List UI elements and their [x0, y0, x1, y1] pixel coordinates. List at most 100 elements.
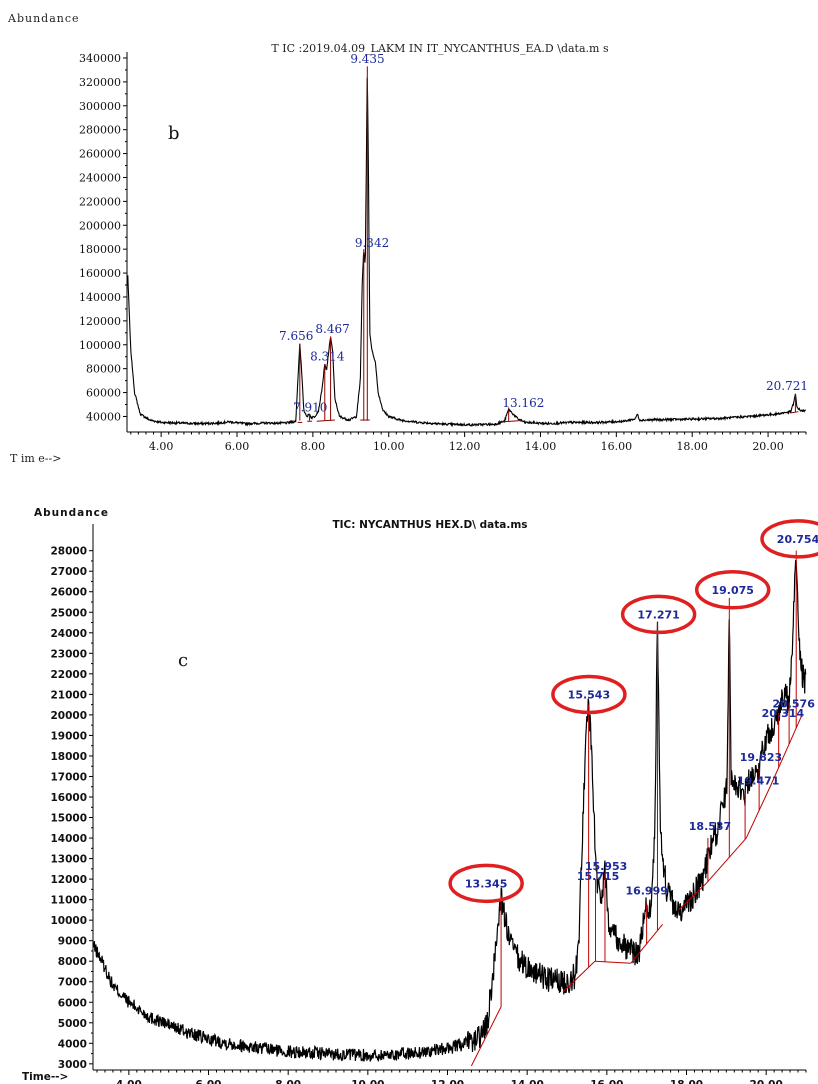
- chart-panel-b: 40000 60000 80000 100000 120000 140000 160000 1…: [0, 0, 818, 472]
- integration-baseline: [745, 786, 771, 839]
- y-tick-label: 100000: [79, 339, 121, 352]
- y-axis-label: Abundance: [7, 12, 80, 25]
- y-tick-label: 18000: [50, 751, 87, 763]
- x-tick-label: 4.00: [116, 1079, 142, 1084]
- peak-label: 8.314: [310, 349, 345, 363]
- x-tick-label: 4.00: [149, 440, 174, 453]
- integration-baseline: [706, 837, 747, 884]
- chromatogram-b-svg: 40000 60000 80000 100000 120000 140000 160000 1…: [7, 12, 808, 465]
- y-tick-label: 40000: [86, 410, 121, 423]
- y-tick-label: 300000: [79, 100, 121, 113]
- integration-baseline: [470, 1006, 502, 1067]
- y-tick-label: 9000: [58, 936, 87, 948]
- peak-label: 20.314: [762, 707, 805, 720]
- peak-label: 18.537: [689, 820, 731, 833]
- chart-title: TIC: NYCANTHUS HEX.D\ data.ms: [332, 519, 527, 531]
- y-tick-label: 23000: [50, 648, 87, 660]
- x-tick-label: 20.00: [752, 440, 784, 453]
- chromatogram-c-svg: 3000 4000 5000 6000 7000 8000 9000 10000 11000 12…: [22, 507, 818, 1084]
- integration-baseline: [594, 960, 631, 964]
- y-tick-label: 21000: [50, 689, 87, 701]
- x-tick-label: 12.00: [449, 440, 481, 453]
- x-tick-label: 20.00: [750, 1079, 783, 1084]
- integration-baseline: [562, 960, 596, 993]
- x-tick-label: 12.00: [431, 1079, 464, 1084]
- peak-label: 7.910: [293, 401, 327, 415]
- y-tick-label: 8000: [58, 956, 87, 968]
- x-axis-label: T im e-->: [10, 452, 61, 465]
- y-tick-label: 320000: [79, 76, 121, 89]
- integration-baseline: [769, 714, 803, 787]
- y-tick-label: 120000: [79, 315, 121, 328]
- peak-label: 19.471: [737, 775, 779, 788]
- x-tick-label: 6.00: [225, 440, 250, 453]
- y-tick-label: 12000: [50, 874, 87, 886]
- peak-highlight-ellipse: [760, 519, 818, 559]
- chart-title: T IC :2019.04.09_LAKM IN IT_NYCANTHUS_EA…: [271, 42, 609, 55]
- y-tick-label: 16000: [50, 792, 87, 804]
- y-tick-label: 340000: [79, 52, 121, 65]
- peak-label: 15.953: [585, 860, 627, 873]
- y-tick-label: 6000: [58, 997, 87, 1009]
- integration-baseline: [790, 411, 799, 414]
- x-axis-label: Time-->: [22, 1071, 68, 1083]
- y-tick-label: 260000: [79, 148, 121, 161]
- x-tick-label: 10.00: [351, 1079, 384, 1084]
- peak-label: 20.721: [766, 379, 808, 393]
- y-tick-label: 20000: [50, 710, 87, 722]
- y-tick-label: 240000: [79, 171, 121, 184]
- y-tick-label: 5000: [58, 1018, 87, 1030]
- y-tick-label: 220000: [79, 195, 121, 208]
- x-tick-label: 18.00: [676, 440, 708, 453]
- peak-label: 7.656: [279, 329, 313, 343]
- y-tick-label: 80000: [86, 363, 121, 376]
- peak-label: 17.271: [637, 608, 679, 621]
- y-tick-label: 22000: [50, 669, 87, 681]
- x-tick-label: 6.00: [196, 1079, 222, 1084]
- y-tick-label: 14000: [50, 833, 87, 845]
- y-tick-label: 15000: [50, 813, 87, 825]
- peak-highlight-ellipse: [620, 594, 697, 635]
- y-tick-label: 10000: [50, 915, 87, 927]
- y-tick-label: 11000: [50, 895, 87, 907]
- y-tick-label: 13000: [50, 854, 87, 866]
- x-tick-label: 16.00: [590, 1079, 623, 1084]
- peak-highlight-ellipse: [551, 674, 627, 715]
- y-tick-label: 24000: [50, 628, 87, 640]
- peak-highlight-ellipse: [694, 570, 771, 610]
- panel-letter: b: [168, 123, 180, 144]
- chart-panel-c: 3000 4000 5000 6000 7000 8000 9000 10000 11000 12…: [0, 496, 818, 1084]
- y-tick-label: 140000: [79, 291, 121, 304]
- y-tick-label: 160000: [79, 267, 121, 280]
- peak-label: 9.435: [350, 52, 384, 66]
- y-tick-label: 7000: [58, 977, 87, 989]
- y-axis-label: Abundance: [34, 507, 109, 519]
- y-tick-label: 180000: [79, 243, 121, 256]
- y-tick-label: 19000: [50, 730, 87, 742]
- integration-baseline: [678, 882, 707, 911]
- peak-highlight-ellipse: [448, 863, 524, 904]
- peak-label: 20.576: [772, 698, 815, 711]
- peak-label: 19.075: [711, 584, 753, 597]
- peak-label: 20.754: [777, 533, 818, 546]
- x-tick-label: 10.00: [373, 440, 405, 453]
- y-tick-label: 26000: [50, 587, 87, 599]
- y-tick-label: 200000: [79, 219, 121, 232]
- peak-label: 19.823: [740, 751, 782, 764]
- x-tick-label: 8.00: [301, 440, 326, 453]
- integration-baseline: [316, 419, 335, 422]
- y-tick-label: 25000: [50, 607, 87, 619]
- peak-label: 15.715: [577, 870, 619, 883]
- x-tick-label: 14.00: [511, 1079, 544, 1084]
- y-tick-label: 27000: [50, 566, 87, 578]
- x-tick-label: 18.00: [670, 1079, 703, 1084]
- y-tick-label: 60000: [86, 387, 121, 400]
- peak-label: 15.543: [568, 688, 610, 701]
- x-tick-label: 8.00: [275, 1079, 301, 1084]
- peak-label: 9.342: [355, 236, 389, 250]
- y-tick-label: 3000: [58, 1059, 87, 1071]
- peak-label: 16.999: [625, 885, 667, 898]
- peak-label: 13.162: [502, 396, 544, 410]
- integration-baseline: [502, 420, 520, 423]
- x-tick-label: 16.00: [601, 440, 633, 453]
